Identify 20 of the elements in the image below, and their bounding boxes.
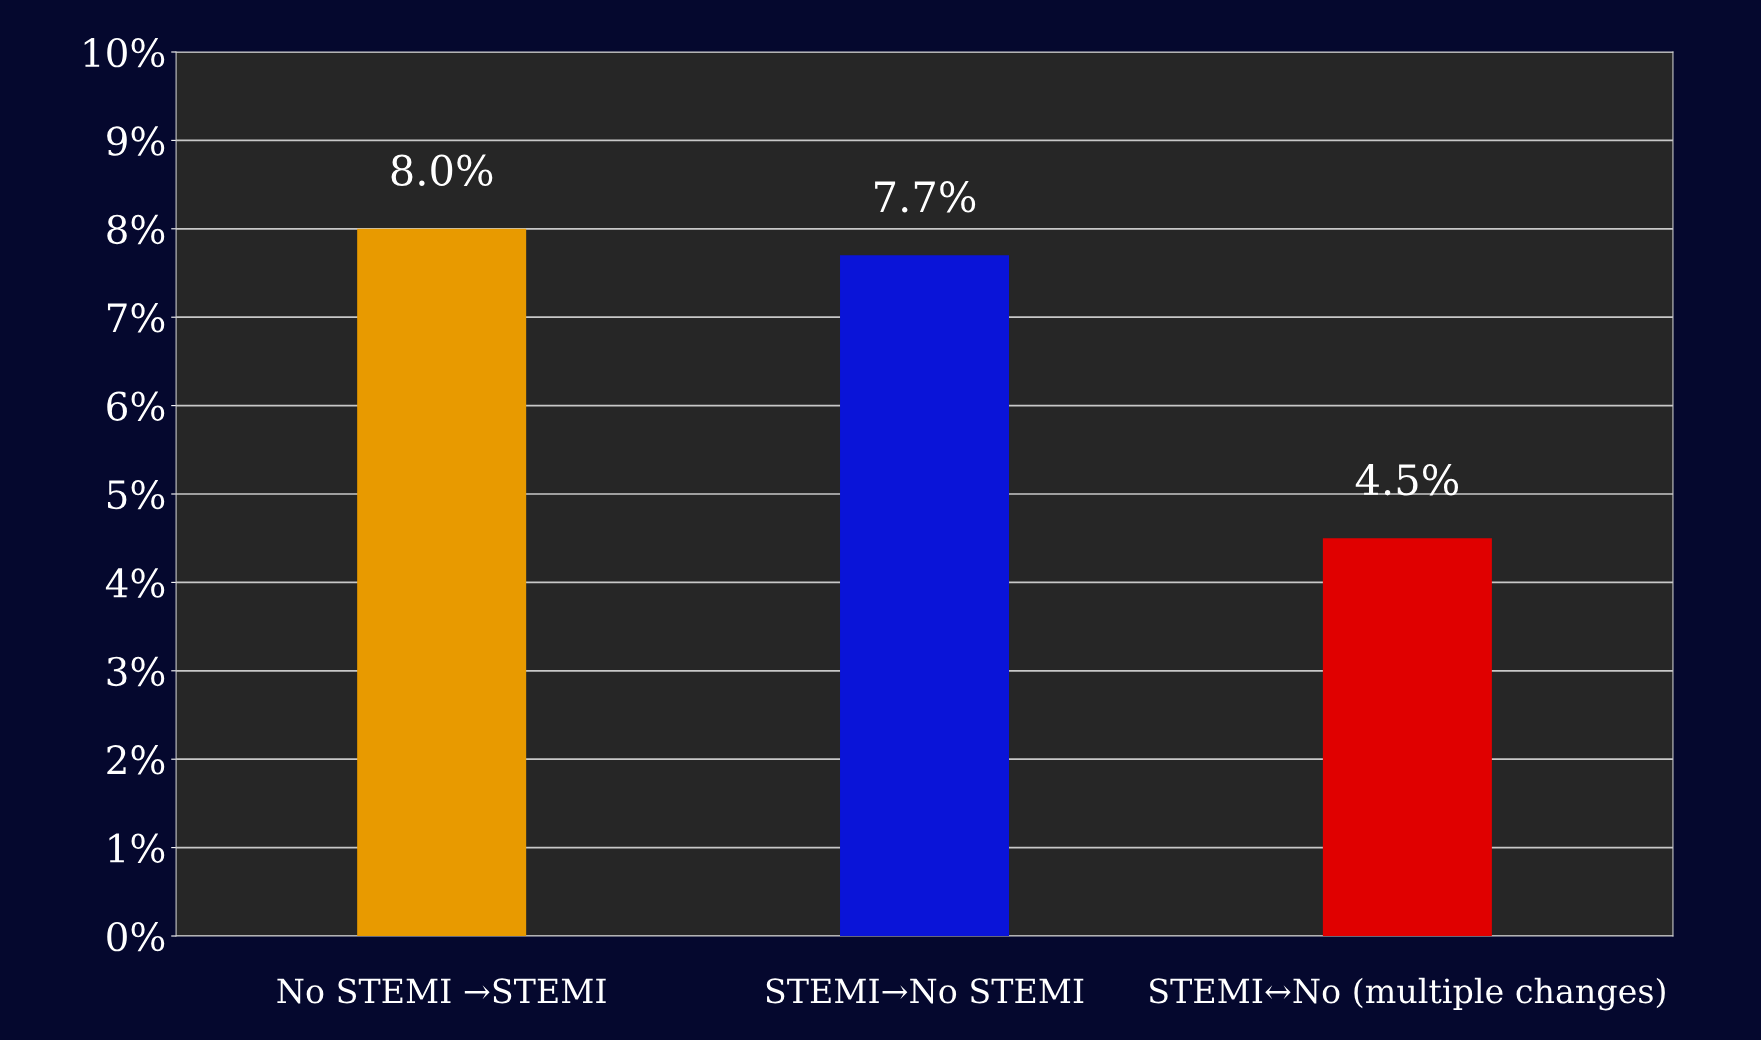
y-tick-label: 10% xyxy=(84,37,165,68)
bar xyxy=(357,228,527,936)
y-tick-label: 2% xyxy=(107,745,165,775)
x-tick-label: STEMI→No STEMI xyxy=(766,978,1084,1004)
data-label: 4.5% xyxy=(1355,463,1459,496)
y-tick-label: 0% xyxy=(107,921,165,952)
y-tick-label: 5% xyxy=(107,479,165,510)
data-label: 7.7% xyxy=(875,181,976,213)
x-tick-label: No STEMI →STEMI xyxy=(277,978,606,1004)
y-tick-label: 3% xyxy=(107,656,165,687)
y-tick-label: 6% xyxy=(107,391,165,421)
data-label: 8.0% xyxy=(391,154,493,186)
y-tick-label: 4% xyxy=(105,568,165,598)
x-tick-label: STEMI↔No (multiple changes) xyxy=(1150,977,1665,1011)
y-tick-label: 7% xyxy=(107,303,165,333)
bar xyxy=(1322,538,1492,936)
y-tick-label: 8% xyxy=(107,214,165,245)
y-tick-label: 9% xyxy=(107,126,165,156)
y-tick-label: 1% xyxy=(109,833,165,863)
bar xyxy=(840,255,1010,936)
